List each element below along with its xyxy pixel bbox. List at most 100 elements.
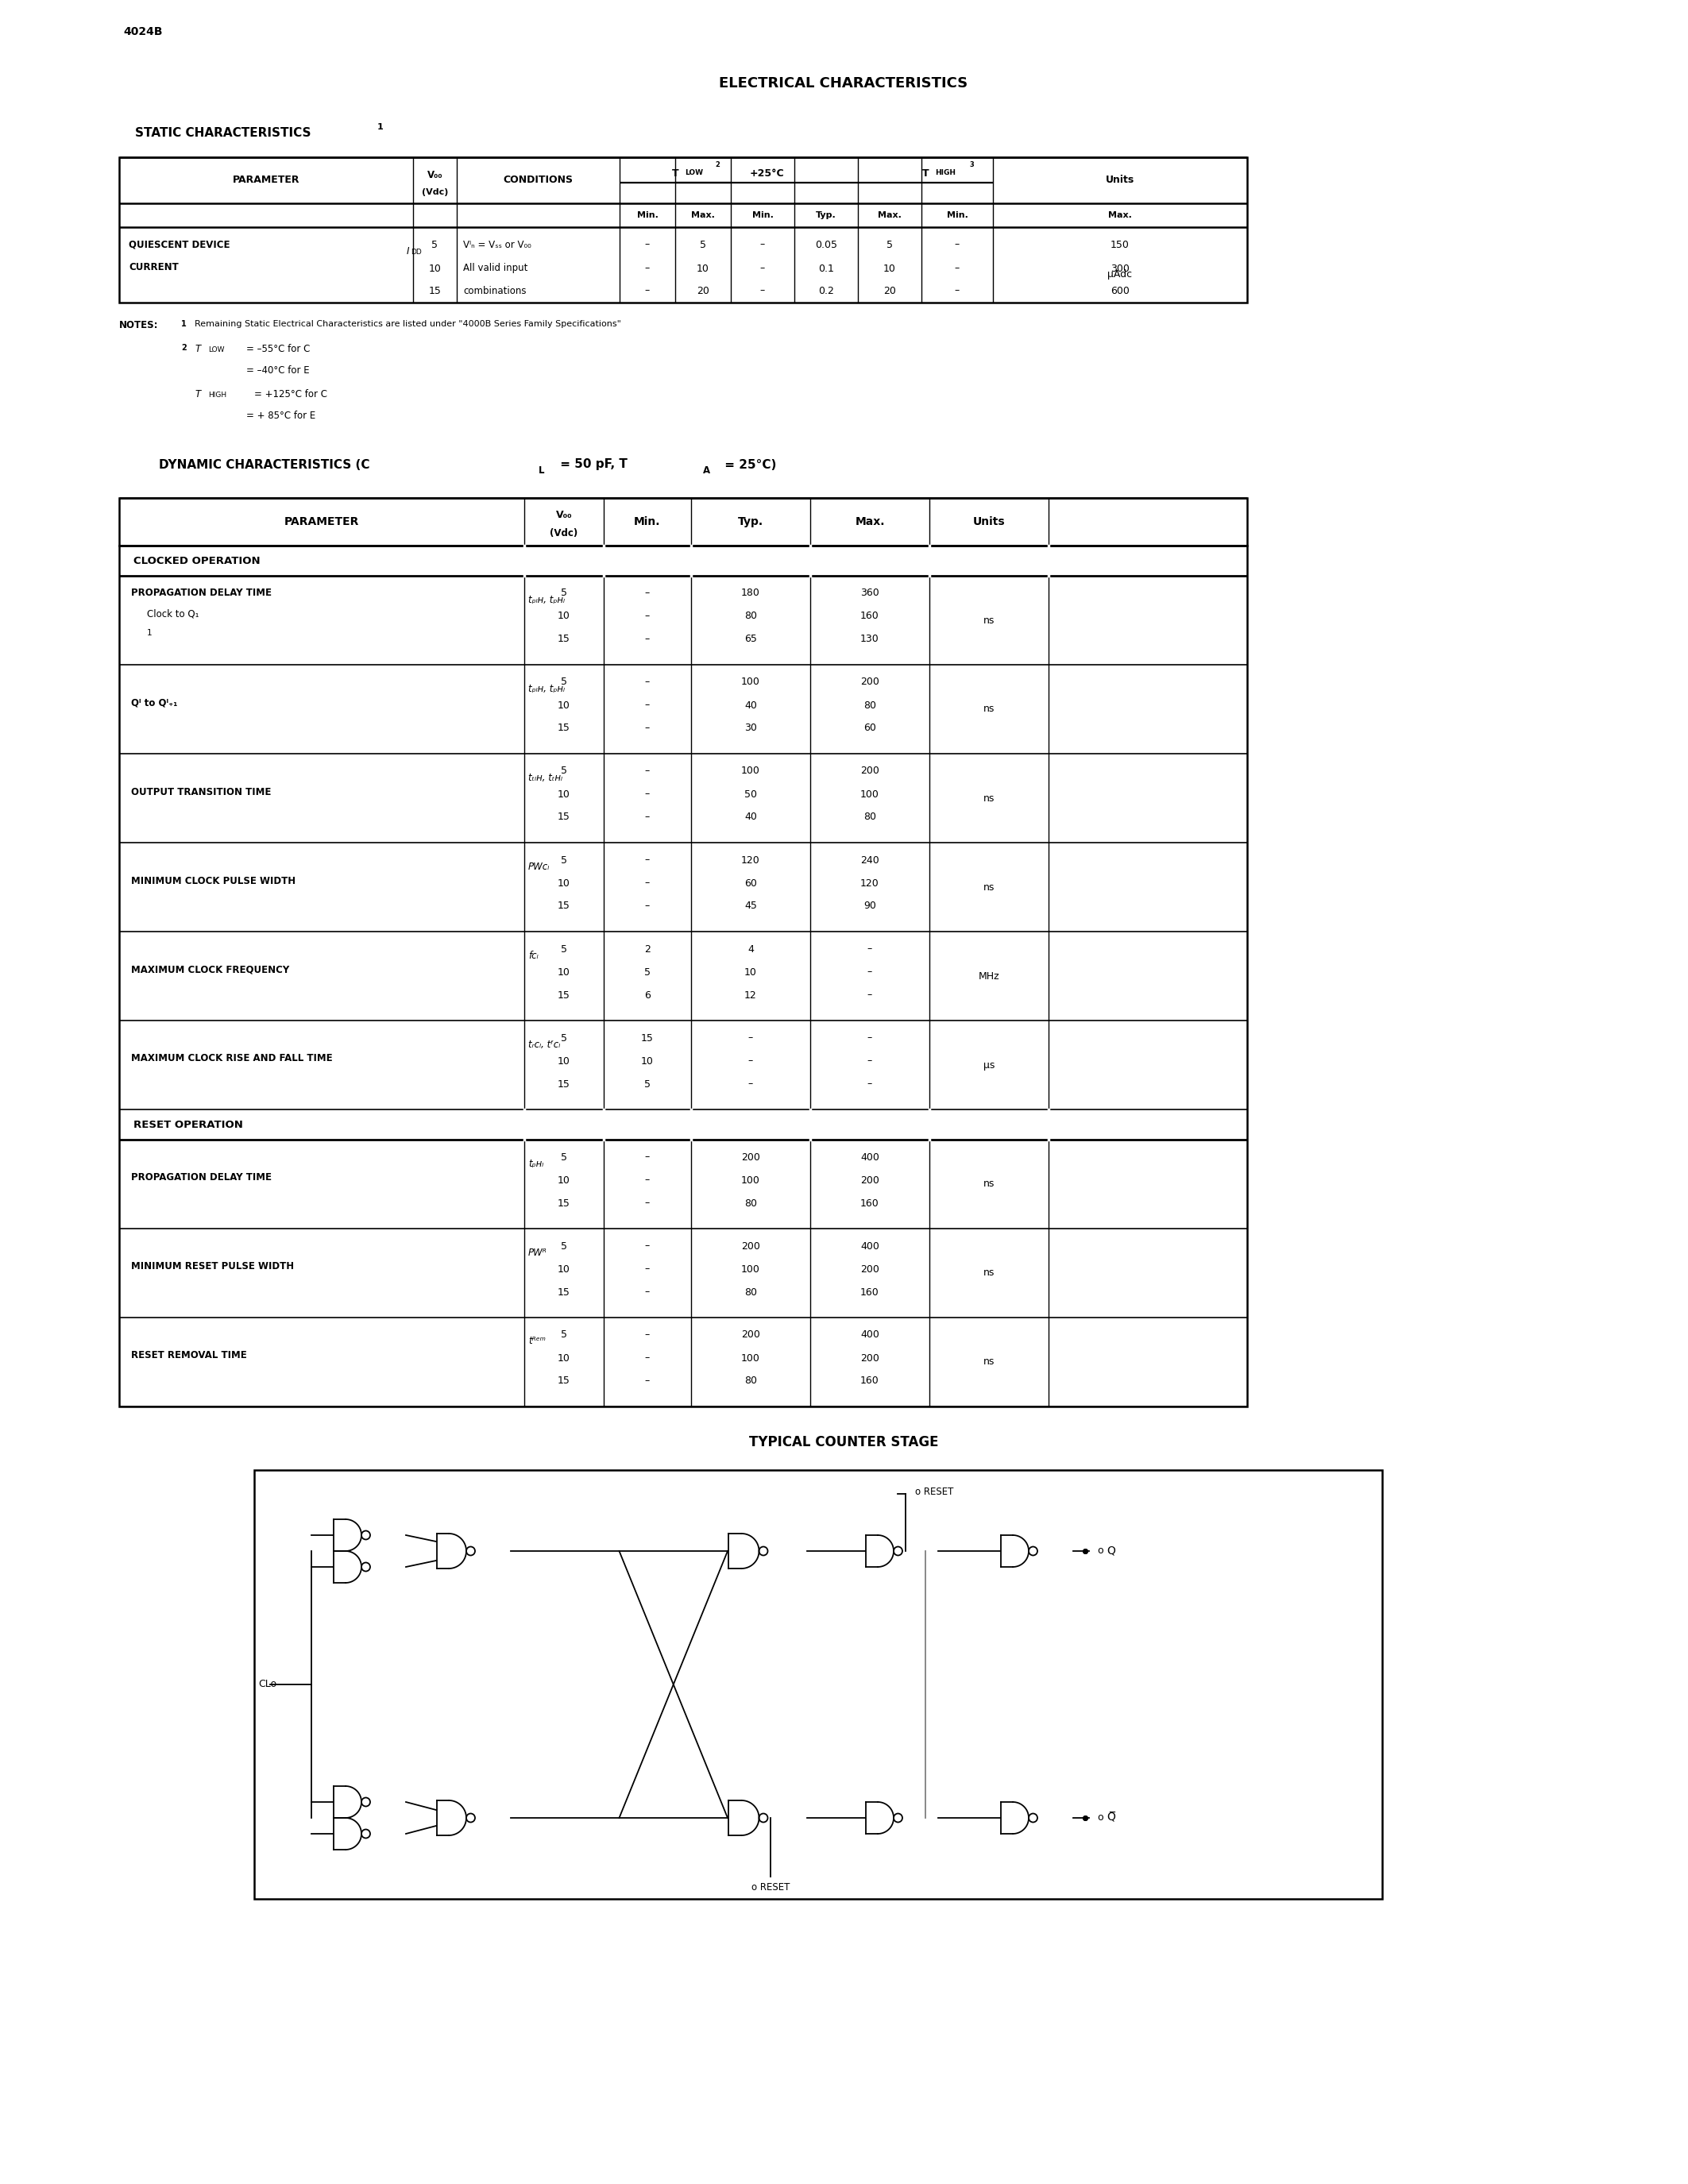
Text: NOTES:: NOTES: [120, 321, 159, 330]
Text: V₀₀: V₀₀ [555, 511, 572, 520]
Text: Min.: Min. [636, 212, 658, 218]
Text: –: – [760, 240, 765, 249]
Text: 360: 360 [861, 587, 879, 598]
Text: Qᴵ to Qᴵ₊₁: Qᴵ to Qᴵ₊₁ [132, 697, 177, 708]
Text: –: – [645, 812, 650, 823]
Text: 10: 10 [429, 264, 441, 273]
Text: –: – [645, 767, 650, 775]
Bar [120, 546, 1247, 1406]
Text: –: – [868, 943, 873, 954]
Text: Typ.: Typ. [815, 212, 836, 218]
Text: –: – [645, 286, 650, 295]
Text: –: – [645, 587, 650, 598]
Text: 15: 15 [557, 1376, 571, 1387]
Text: 80: 80 [744, 612, 756, 622]
Text: PARAMETER: PARAMETER [233, 175, 300, 186]
Text: –: – [645, 1199, 650, 1208]
Text: 180: 180 [741, 587, 760, 598]
Text: 15: 15 [557, 902, 571, 911]
Text: 6: 6 [645, 989, 650, 1000]
Text: 100: 100 [741, 677, 760, 688]
Text: 3: 3 [969, 162, 974, 168]
Text: 90: 90 [864, 902, 876, 911]
Text: T: T [194, 389, 201, 400]
Text: o RESET: o RESET [751, 1883, 790, 1894]
Text: 200: 200 [741, 1241, 760, 1251]
Text: 400: 400 [861, 1330, 879, 1341]
Text: HIGH: HIGH [208, 391, 226, 400]
Text: PROPAGATION DELAY TIME: PROPAGATION DELAY TIME [132, 587, 272, 598]
Text: –: – [645, 1376, 650, 1387]
Text: tₚₗʜ, tₚʜₗ: tₚₗʜ, tₚʜₗ [528, 594, 565, 605]
Text: 15: 15 [557, 812, 571, 823]
Text: 120: 120 [741, 854, 760, 865]
Text: ns: ns [982, 793, 994, 804]
Text: Typ.: Typ. [738, 515, 763, 526]
Text: tₚₗʜ, tₚʜₗ: tₚₗʜ, tₚʜₗ [528, 684, 565, 695]
Text: –: – [748, 1033, 753, 1044]
Text: = 25°C): = 25°C) [721, 459, 776, 470]
Text: Clock to Q₁: Clock to Q₁ [147, 609, 199, 618]
Text: 1: 1 [181, 321, 186, 328]
Text: 5: 5 [560, 677, 567, 688]
Text: 300: 300 [1111, 264, 1129, 273]
Text: –: – [645, 1241, 650, 1251]
Text: –: – [868, 1079, 873, 1090]
Text: Remaining Static Electrical Characteristics are listed under "4000B Series Famil: Remaining Static Electrical Characterist… [194, 321, 621, 328]
Text: 130: 130 [861, 633, 879, 644]
Text: I: I [407, 247, 408, 256]
Text: 10: 10 [557, 878, 571, 889]
Text: MHz: MHz [979, 972, 999, 981]
Text: 100: 100 [741, 1265, 760, 1273]
Text: = –40°C for E: = –40°C for E [246, 365, 309, 376]
Text: MINIMUM RESET PULSE WIDTH: MINIMUM RESET PULSE WIDTH [132, 1262, 294, 1271]
Text: Max.: Max. [690, 212, 716, 218]
Text: 80: 80 [744, 1376, 756, 1387]
Text: μAdc: μAdc [1107, 269, 1133, 280]
Text: μs: μs [982, 1059, 994, 1070]
Text: 10: 10 [883, 264, 896, 273]
Text: 5: 5 [560, 1241, 567, 1251]
Text: 10: 10 [557, 1175, 571, 1186]
Text: Max.: Max. [1107, 212, 1133, 218]
Text: Max.: Max. [854, 515, 885, 526]
Text: 15: 15 [429, 286, 441, 295]
Text: PWᴄₗ: PWᴄₗ [528, 860, 550, 871]
Text: 15: 15 [557, 1286, 571, 1297]
Text: 80: 80 [744, 1199, 756, 1208]
Text: PROPAGATION DELAY TIME: PROPAGATION DELAY TIME [132, 1173, 272, 1184]
Text: o RESET: o RESET [915, 1487, 954, 1496]
Text: QUIESCENT DEVICE: QUIESCENT DEVICE [128, 240, 230, 249]
Text: 10: 10 [557, 1055, 571, 1066]
Text: HIGH: HIGH [935, 170, 955, 177]
Text: 1: 1 [378, 122, 383, 131]
Text: 4: 4 [748, 943, 755, 954]
Text: 200: 200 [861, 1352, 879, 1363]
Text: 80: 80 [864, 812, 876, 823]
Text: –: – [645, 1175, 650, 1186]
Text: All valid input: All valid input [463, 264, 528, 273]
Text: –: – [645, 612, 650, 622]
Text: (Vdc): (Vdc) [422, 188, 449, 197]
Text: Min.: Min. [947, 212, 967, 218]
Text: 60: 60 [744, 878, 756, 889]
Text: –: – [645, 1330, 650, 1341]
Text: = + 85°C for E: = + 85°C for E [246, 411, 316, 422]
Text: –: – [868, 1055, 873, 1066]
Text: 200: 200 [861, 1265, 879, 1273]
Text: 100: 100 [741, 1175, 760, 1186]
Text: 600: 600 [1111, 286, 1129, 295]
Bar [120, 157, 1247, 304]
Bar [120, 498, 1247, 546]
Text: 50: 50 [744, 788, 756, 799]
Text: 5: 5 [560, 767, 567, 775]
Text: 5: 5 [645, 1079, 650, 1090]
Text: o: o [1097, 1813, 1102, 1824]
Text: 80: 80 [744, 1286, 756, 1297]
Text: Q: Q [1107, 1546, 1116, 1557]
Text: 15: 15 [641, 1033, 653, 1044]
Text: 200: 200 [741, 1330, 760, 1341]
Text: 10: 10 [697, 264, 709, 273]
Text: 10: 10 [557, 1352, 571, 1363]
Text: 65: 65 [744, 633, 756, 644]
